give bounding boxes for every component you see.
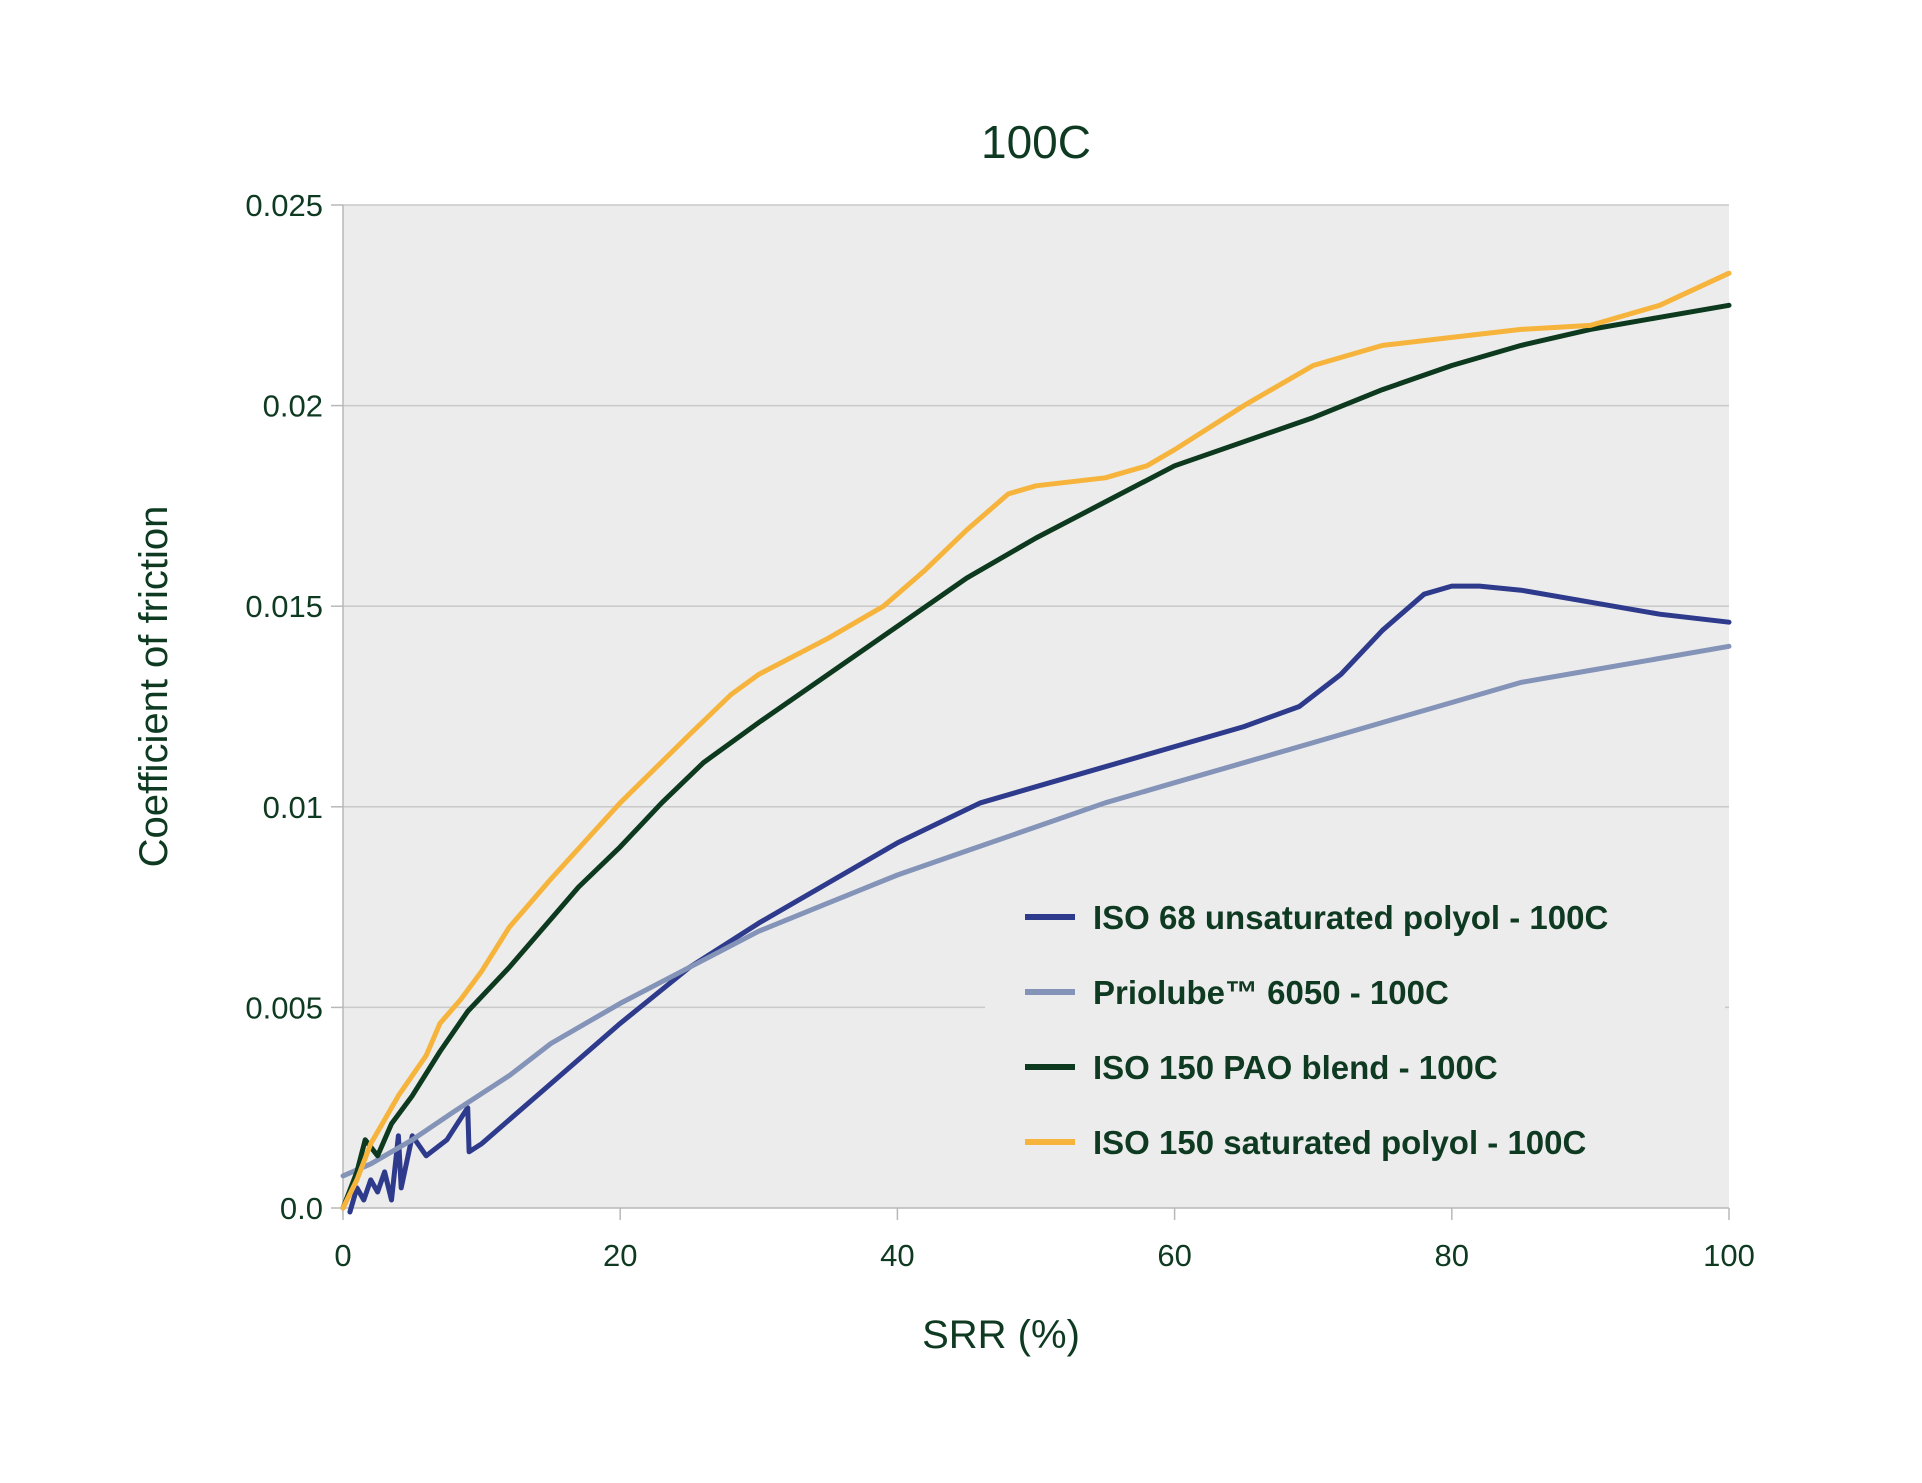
y-tick-label: 0.005 <box>245 990 323 1025</box>
series-line-1 <box>347 583 1732 1215</box>
legend-label: Priolube™ 6050 - 100C <box>1093 974 1449 1011</box>
y-axis-title: Coefficient of friction <box>132 506 176 868</box>
legend: ISO 68 unsaturated polyol - 100C Priolube… <box>985 899 1725 1200</box>
x-tick-label: 80 <box>1435 1238 1469 1273</box>
series-line-2 <box>340 643 1732 1179</box>
axes: 0.0 0.005 0.01 0.015 0.02 0.025 0 20 40 60 80 100 <box>245 188 1754 1273</box>
x-axis-title: SRR (%) <box>922 1313 1080 1357</box>
y-tick-label: 0.015 <box>245 589 323 624</box>
x-tick-label: 60 <box>1157 1238 1191 1273</box>
chart-title: 100C <box>981 116 1091 168</box>
series-lines <box>340 270 1732 1215</box>
x-tick-label: 100 <box>1703 1238 1755 1273</box>
x-tick-label: 40 <box>880 1238 914 1273</box>
series-line-4 <box>340 270 1732 1211</box>
legend-label: ISO 68 unsaturated polyol - 100C <box>1093 899 1608 936</box>
legend-label: ISO 150 PAO blend - 100C <box>1093 1049 1498 1086</box>
series-line-3 <box>340 302 1732 1211</box>
x-tick-label: 0 <box>334 1238 351 1273</box>
legend-label: ISO 150 saturated polyol - 100C <box>1093 1124 1586 1161</box>
x-tick-label: 20 <box>603 1238 637 1273</box>
y-tick-label: 0.025 <box>245 188 323 223</box>
y-tick-label: 0.01 <box>263 790 323 825</box>
y-tick-label: 0.02 <box>263 389 323 424</box>
legend-box <box>985 1005 1725 1200</box>
y-tick-label: 0.0 <box>280 1191 323 1226</box>
